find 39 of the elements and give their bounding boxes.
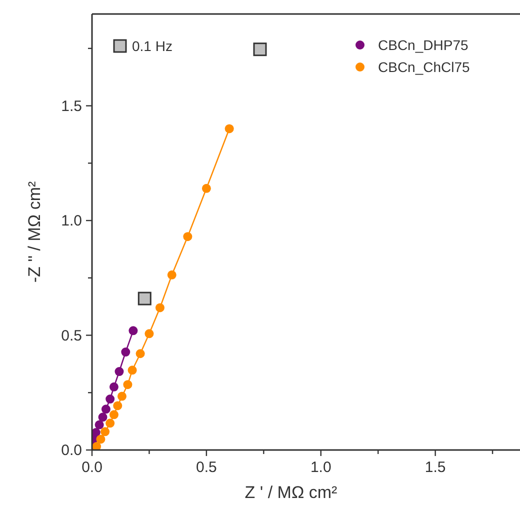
point: [144, 329, 154, 338]
point: [98, 412, 108, 422]
y-tick-label: 1.0: [61, 212, 82, 230]
point: [100, 427, 110, 436]
point: [117, 392, 126, 401]
x-tick-label: 0.0: [82, 459, 102, 476]
point: [106, 394, 115, 404]
y-tick-label: 1.5: [61, 98, 82, 115]
point: [155, 303, 164, 312]
legend-label: 0.1 Hz: [132, 38, 172, 54]
point: [167, 270, 176, 280]
x-tick-label: 0.5: [196, 459, 217, 476]
point: [138, 292, 152, 306]
point: [136, 349, 145, 358]
point: [128, 366, 137, 375]
point: [113, 401, 122, 410]
point: [94, 420, 104, 430]
legend-label: CBCn_ChCl75: [378, 59, 470, 75]
point: [253, 42, 267, 56]
y-tick-label: 0.5: [61, 327, 82, 344]
point: [128, 326, 138, 336]
point: [96, 434, 106, 444]
point: [202, 184, 211, 193]
point: [123, 380, 132, 390]
x-tick-label: 1.5: [424, 459, 446, 476]
legend-label: CBCn_DHP75: [378, 37, 468, 53]
y-axis-title: -Z '' / MΩ cm²: [25, 180, 44, 283]
y-tick-label: 0.0: [61, 442, 82, 459]
point: [92, 442, 102, 450]
x-axis-title: Z ' / MΩ cm²: [244, 483, 338, 502]
point: [183, 232, 192, 242]
point: [106, 418, 115, 428]
point: [109, 382, 118, 392]
point: [109, 410, 118, 420]
point: [224, 124, 234, 134]
point: [101, 404, 110, 414]
x-tick-label: 1.0: [310, 459, 332, 476]
point: [121, 348, 130, 357]
point: [114, 367, 124, 376]
